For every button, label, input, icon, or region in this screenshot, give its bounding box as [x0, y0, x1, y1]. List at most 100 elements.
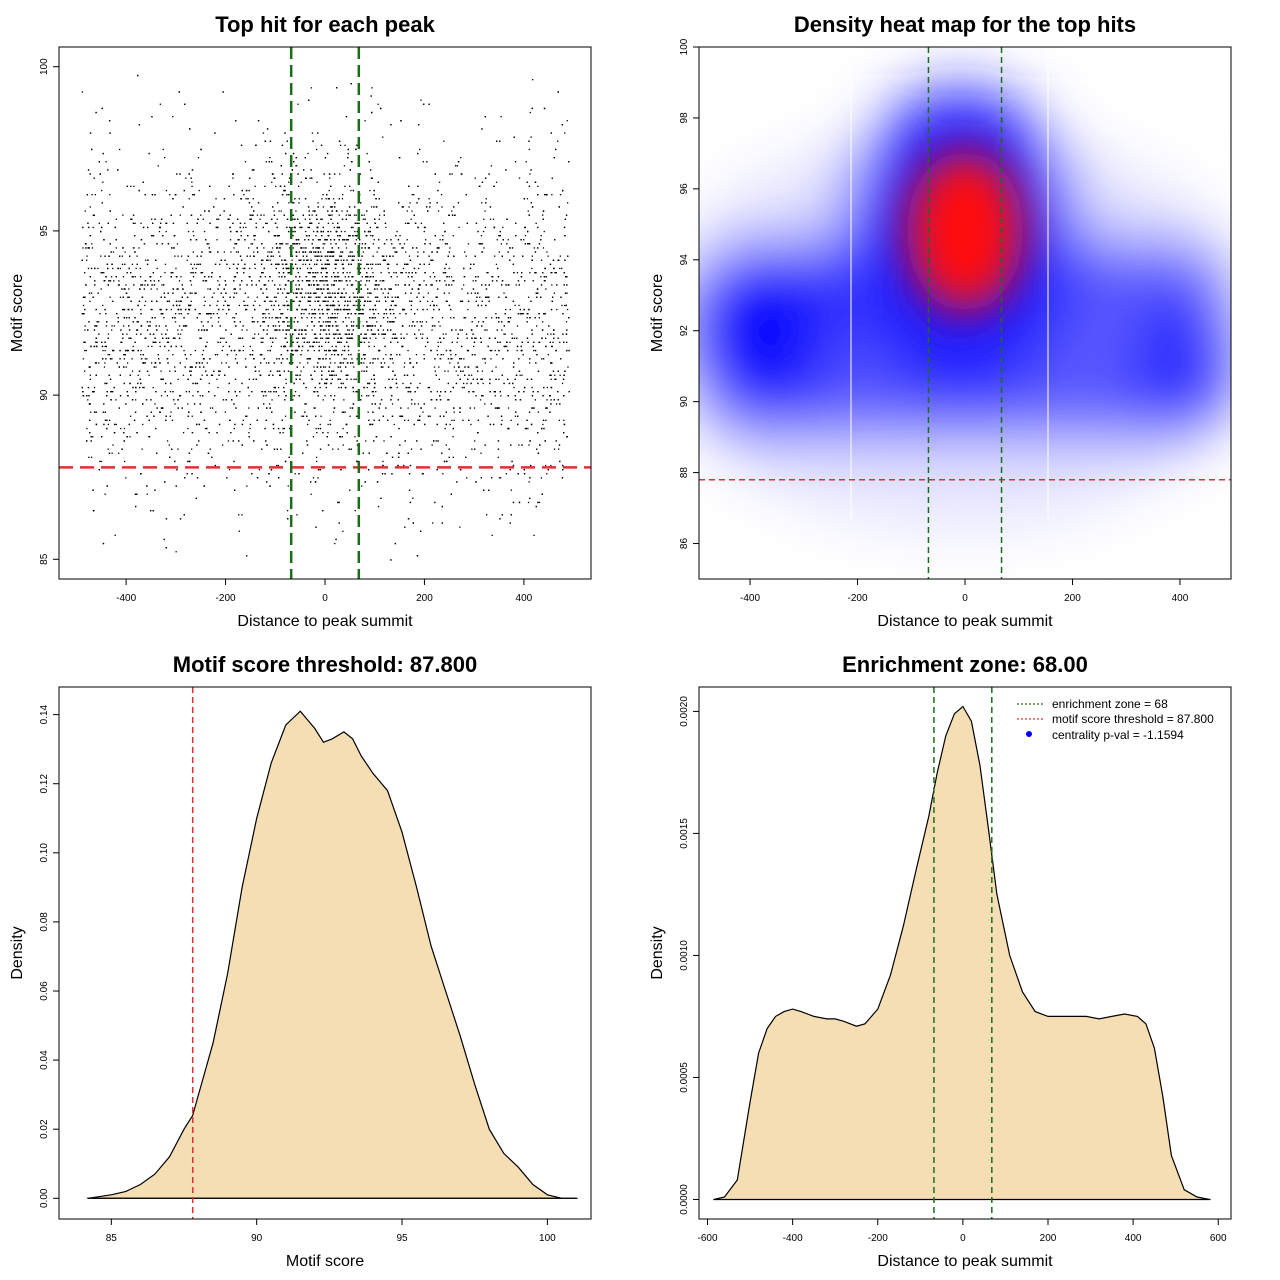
scatter-point [450, 358, 452, 360]
scatter-point [505, 296, 507, 298]
scatter-point [420, 333, 422, 335]
scatter-point [185, 391, 187, 393]
scatter-point [408, 222, 410, 224]
scatter-point [437, 210, 440, 212]
scatter-point [420, 222, 422, 224]
scatter-point [151, 345, 153, 348]
scatter-point [314, 333, 317, 335]
scatter-point [420, 99, 422, 101]
scatter-point [331, 214, 333, 216]
scatter-point [327, 423, 329, 426]
scatter-point [549, 374, 551, 376]
scatter-point [276, 464, 278, 467]
scatter-point [252, 198, 254, 200]
scatter-point [302, 452, 304, 454]
scatter-point [241, 423, 244, 426]
scatter-point [541, 358, 543, 360]
scatter-point [334, 542, 336, 545]
scatter-point [341, 198, 344, 200]
scatter-point [86, 427, 88, 430]
scatter-point [183, 349, 185, 352]
scatter-point [355, 239, 358, 241]
scatter-point [442, 333, 444, 335]
scatter-point [353, 296, 355, 298]
scatter-point [260, 341, 262, 343]
scatter-point [125, 292, 128, 294]
scatter-point [387, 366, 390, 368]
scatter-point [90, 411, 92, 413]
scatter-point [131, 308, 133, 311]
scatter-point [336, 329, 338, 331]
scatter-point [288, 181, 290, 183]
scatter-point [388, 288, 390, 290]
scatter-point [293, 300, 295, 302]
scatter-point [378, 333, 380, 335]
scatter-point [342, 308, 345, 311]
scatter-point [132, 321, 134, 323]
scatter-point [363, 214, 365, 216]
scatter-point [104, 362, 106, 364]
scatter-point [337, 325, 339, 327]
scatter-point [177, 378, 179, 380]
scatter-point [153, 341, 155, 343]
scatter-point [94, 325, 96, 327]
scatter-point [110, 276, 113, 278]
scatter-point [509, 341, 511, 343]
scatter-point [210, 317, 212, 319]
scatter-point [230, 251, 232, 253]
scatter-point [248, 407, 250, 409]
scatter-point [374, 325, 376, 327]
scatter-point [138, 370, 141, 372]
scatter-point [551, 194, 553, 196]
scatter-point [331, 317, 333, 319]
scatter-point [178, 325, 181, 327]
scatter-point [422, 473, 424, 475]
scatter-point [185, 177, 187, 179]
scatter-point [333, 304, 335, 307]
scatter-point [360, 313, 362, 315]
scatter-point [457, 374, 459, 376]
scatter-point [347, 349, 350, 352]
scatter-point [202, 395, 204, 397]
scatter-point [405, 251, 407, 253]
scatter-point [351, 251, 353, 253]
scatter-point [257, 333, 260, 335]
scatter-point [111, 325, 113, 327]
scatter-point [313, 341, 315, 343]
scatter-point [483, 247, 485, 249]
scatter-point [424, 226, 426, 229]
scatter-point [152, 272, 154, 274]
scatter-point [171, 419, 174, 421]
scatter-point [259, 325, 262, 327]
scatter-point [238, 530, 240, 532]
scatter-point [259, 218, 261, 220]
scatter-point [344, 276, 346, 278]
scatter-point [447, 370, 449, 372]
scatter-point [304, 263, 307, 265]
scatter-point [498, 378, 500, 380]
scatter-point [213, 292, 215, 294]
scatter-point [345, 243, 347, 245]
scatter-point [490, 358, 492, 360]
scatter-point [475, 366, 477, 368]
scatter-point [285, 378, 287, 380]
scatter-point [338, 308, 340, 311]
scatter-point [278, 210, 280, 212]
scatter-point [299, 292, 301, 294]
scatter-point [99, 460, 101, 463]
scatter-point [169, 391, 172, 393]
scatter-point [238, 514, 240, 516]
scatter-point [345, 292, 347, 294]
scatter-point [312, 477, 315, 479]
scatter-point [263, 214, 265, 216]
scatter-point [251, 243, 254, 245]
scatter-point [326, 337, 329, 339]
scatter-point [209, 407, 212, 409]
scatter-point [287, 267, 289, 270]
scatter-point [444, 280, 446, 282]
scatter-point [305, 403, 307, 405]
scatter-point [453, 366, 455, 368]
scatter-point [532, 407, 534, 409]
scatter-point [289, 427, 291, 430]
scatter-point [334, 259, 337, 261]
